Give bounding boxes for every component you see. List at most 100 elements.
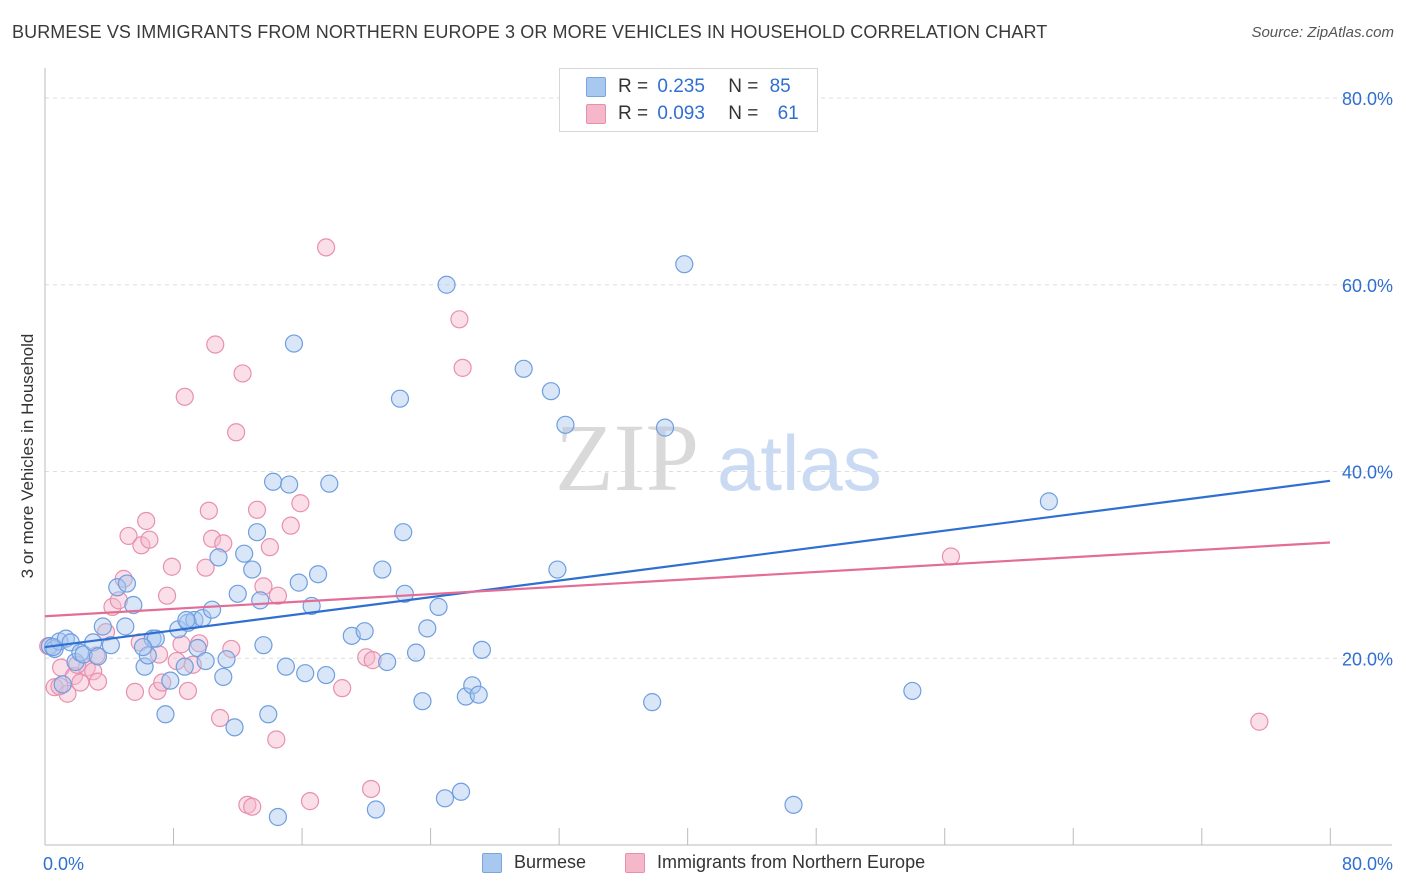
immigrants-point-54 [941, 547, 961, 566]
burmese-point-3 [53, 675, 72, 694]
burmese-point-82 [133, 637, 153, 657]
burmese-legend-label: Burmese [514, 852, 587, 872]
burmese-point-81 [268, 807, 288, 827]
immigrants-point-8 [88, 672, 108, 691]
watermark-zip: ZIP [555, 404, 699, 511]
immigrants-legend-label: Immigrants from Northern Europe [657, 852, 926, 872]
immigrants-point-30 [202, 529, 222, 548]
burmese-point-30 [202, 600, 222, 619]
burmese-n-value: 85 [769, 76, 791, 97]
immigrants-r-label: R = [618, 103, 649, 124]
burmese-point-24 [175, 657, 194, 676]
immigrants-point-14 [125, 682, 145, 701]
y-tick-label-60: 60.0% [1342, 276, 1393, 296]
immigrants-point-16 [137, 511, 156, 531]
immigrants-point-35 [227, 423, 246, 442]
burmese-point-49 [308, 565, 328, 584]
burmese-point-79 [903, 681, 922, 701]
immigrants-point-23 [172, 635, 191, 654]
burmese-point-38 [247, 523, 267, 542]
burmese-point-62 [418, 619, 437, 638]
burmese-point-20 [146, 629, 165, 648]
burmese-point-40 [254, 636, 273, 655]
burmese-point-59 [395, 584, 414, 603]
immigrants-point-43 [268, 586, 288, 605]
immigrants-point-13 [119, 526, 138, 546]
immigrants-point-11 [109, 591, 128, 610]
burmese-point-76 [655, 418, 675, 437]
burmese-point-83 [177, 610, 196, 630]
burmese-point-69 [469, 685, 488, 704]
burmese-point-68 [463, 676, 482, 695]
burmese-point-27 [188, 638, 207, 658]
immigrants-point-31 [206, 335, 225, 354]
burmese-point-77 [675, 255, 694, 274]
burmese-point-41 [259, 705, 278, 724]
immigrants-point-55 [1250, 712, 1269, 731]
immigrants-point-32 [210, 708, 230, 728]
trend-lines [44, 479, 1331, 649]
burmese-point-51 [320, 474, 339, 493]
immigrants-point-51 [363, 651, 382, 670]
burmese-r-label: R = [618, 76, 649, 97]
burmese-swatch [586, 77, 606, 97]
immigrants-n-value: 61 [777, 103, 799, 124]
burmese-point-17 [135, 657, 154, 676]
burmese-point-66 [451, 782, 471, 801]
correlation-legend: R = 0.235 N = 85 R = 0.093 N = 61 [559, 68, 818, 132]
burmese-point-15 [117, 574, 137, 593]
immigrants-point-33 [214, 534, 233, 553]
immigrants-point-46 [300, 792, 320, 811]
burmese-point-61 [413, 692, 432, 711]
immigrants-point-18 [148, 681, 167, 701]
tick-labels: 20.0% 40.0% 60.0% 80.0% 0.0% 80.0% [43, 89, 1393, 874]
burmese-point-13 [108, 578, 127, 597]
burmese-point-54 [366, 800, 385, 819]
gridlines [45, 97, 1392, 659]
burmese-point-53 [355, 622, 374, 641]
burmese-point-39 [251, 591, 270, 610]
burmese-points [40, 255, 1059, 827]
burmese-trend-line [44, 479, 1331, 649]
immigrants-r-value: 0.093 [657, 103, 705, 124]
burmese-legend-swatch [482, 852, 502, 873]
immigrants-point-41 [260, 538, 279, 557]
immigrants-point-34 [222, 639, 241, 659]
immigrants-point-20 [157, 586, 177, 605]
immigrants-point-42 [267, 730, 286, 749]
y-tick-label-40: 40.0% [1342, 463, 1393, 483]
y-axis-label: 3 or more Vehicles in Household [18, 333, 37, 579]
burmese-point-33 [217, 650, 236, 669]
immigrants-legend-swatch [625, 852, 645, 873]
burmese-point-37 [243, 560, 262, 579]
series-legend: Burmese Immigrants from Northern Europe [0, 852, 1406, 878]
burmese-point-50 [316, 665, 336, 685]
burmese-point-80 [1039, 492, 1059, 511]
burmese-point-63 [429, 597, 448, 616]
legend-item-immigrants[interactable]: Immigrants from Northern Europe [625, 852, 925, 873]
burmese-point-18 [138, 646, 157, 665]
axes [44, 68, 1392, 846]
immigrants-points [39, 238, 1269, 816]
burmese-point-8 [74, 645, 93, 664]
burmese-point-12 [101, 636, 120, 655]
burmese-point-55 [373, 560, 392, 579]
burmese-point-16 [124, 595, 143, 615]
burmese-point-44 [280, 475, 299, 494]
watermark: ZIP atlas [555, 404, 882, 511]
chart-title: BURMESE VS IMMIGRANTS FROM NORTHERN EURO… [12, 22, 1048, 42]
burmese-point-35 [228, 584, 247, 603]
immigrants-point-48 [333, 679, 352, 698]
immigrants-point-47 [316, 238, 336, 257]
immigrants-point-38 [243, 797, 262, 816]
immigrants-point-45 [291, 494, 310, 513]
immigrants-point-50 [361, 779, 381, 799]
legend-item-burmese[interactable]: Burmese [482, 852, 586, 873]
burmese-point-7 [71, 643, 90, 662]
immigrants-trend-line [44, 541, 1331, 618]
burmese-point-74 [556, 415, 575, 434]
burmese-point-34 [225, 718, 244, 737]
burmese-point-47 [296, 664, 315, 683]
burmese-point-58 [394, 523, 413, 542]
burmese-point-70 [472, 640, 491, 659]
